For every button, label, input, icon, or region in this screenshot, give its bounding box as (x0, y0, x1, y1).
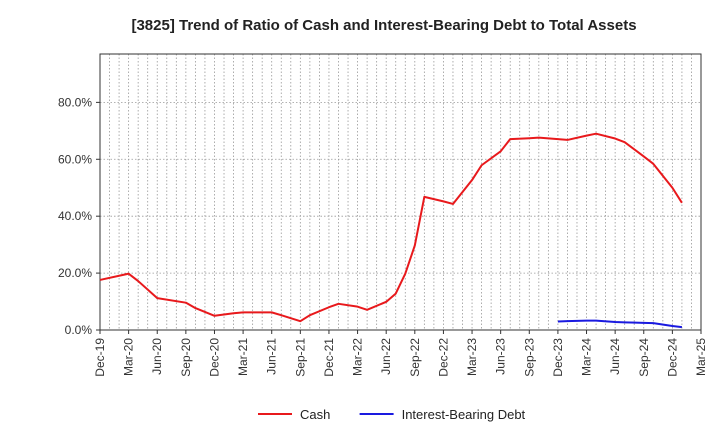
y-tick-label: 20.0% (58, 266, 92, 280)
plot-area (100, 54, 701, 330)
x-tick-label: Sep-20 (179, 338, 193, 377)
y-tick-label: 0.0% (65, 323, 93, 337)
x-tick-label: Sep-24 (637, 338, 651, 377)
series-lines (99, 132, 683, 329)
x-tick-label: Jun-20 (150, 338, 164, 375)
y-tick-label: 80.0% (58, 95, 92, 109)
x-tick-label: Dec-23 (551, 338, 565, 377)
x-axis: Dec-19 Mar-20 Jun-20 Sep-20 Dec-20 Mar-21 Jun-… (93, 330, 708, 377)
legend-label: Cash (300, 407, 330, 422)
x-tick-label: Dec-21 (322, 338, 336, 377)
x-tick-label: Mar-25 (694, 338, 708, 376)
x-tick-label: Dec-19 (93, 338, 107, 377)
x-tick-label: Jun-23 (494, 338, 508, 375)
chart-title: [3825] Trend of Ratio of Cash and Intere… (131, 17, 636, 34)
x-tick-label: Sep-23 (522, 338, 536, 377)
grid (100, 54, 701, 330)
x-tick-label: Mar-21 (236, 338, 250, 376)
x-tick-label: Jun-24 (608, 338, 622, 375)
x-tick-label: Jun-21 (265, 338, 279, 375)
x-tick-label: Jun-22 (379, 338, 393, 375)
y-tick-label: 60.0% (58, 152, 92, 166)
x-tick-label: Dec-24 (665, 338, 679, 377)
x-tick-label: Mar-24 (580, 338, 594, 376)
x-tick-label: Sep-21 (293, 338, 307, 377)
y-axis: 0.0% 20.0% 40.0% 60.0% 80.0% (58, 95, 100, 337)
series-line-interest-bearing-debt (557, 319, 683, 329)
x-tick-label: Mar-22 (351, 338, 365, 376)
series-line-cash (99, 132, 683, 323)
x-tick-label: Dec-22 (436, 338, 450, 377)
x-tick-label: Mar-20 (122, 338, 136, 376)
legend: Cash Interest-Bearing Debt (258, 407, 526, 422)
plot-frame (99, 53, 702, 331)
x-tick-label: Sep-22 (408, 338, 422, 377)
x-tick-label: Dec-20 (207, 338, 221, 377)
y-tick-label: 40.0% (58, 209, 92, 223)
x-tick-label: Mar-23 (465, 338, 479, 376)
legend-label: Interest-Bearing Debt (402, 407, 526, 422)
